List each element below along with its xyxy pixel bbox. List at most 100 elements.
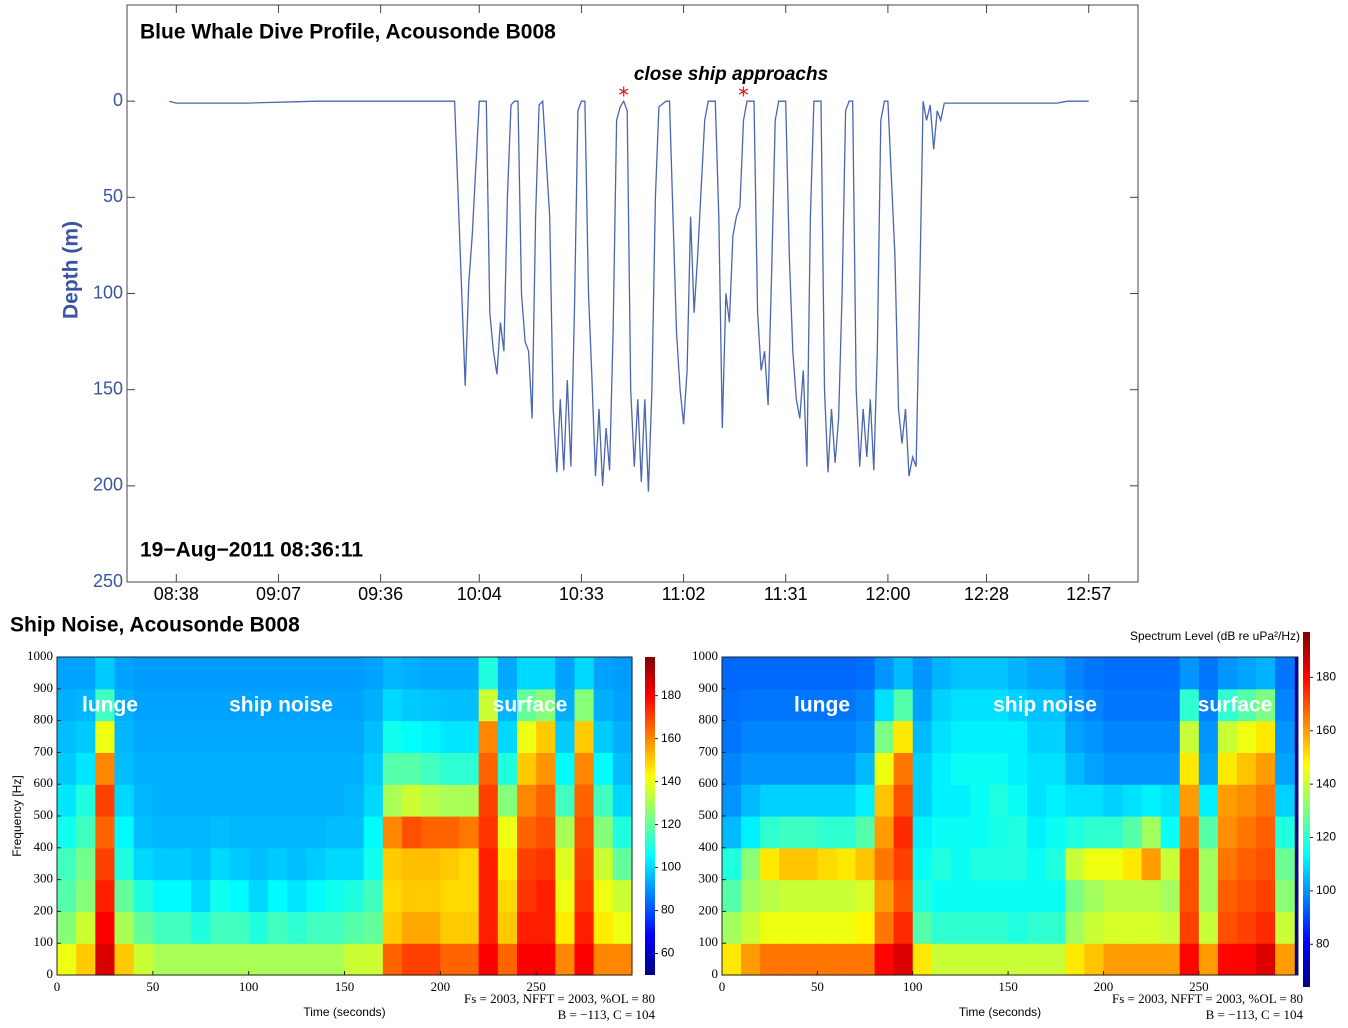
heat-cell <box>760 657 780 690</box>
y-tick-label: 100 <box>93 282 123 302</box>
heat-cell <box>893 720 914 753</box>
heat-cell <box>893 943 914 976</box>
heat-cell <box>1008 784 1028 817</box>
heat-cell <box>817 720 838 753</box>
x-tick-label: 10:33 <box>559 584 604 604</box>
heat-cell <box>95 720 116 753</box>
heat-cell <box>459 752 480 785</box>
heat-cell <box>248 816 269 849</box>
heat-cell <box>969 657 990 690</box>
heat-cell <box>248 720 269 753</box>
heat-cell <box>229 720 250 753</box>
heat-cell <box>114 879 135 912</box>
heat-cell <box>210 879 231 912</box>
heat-cell <box>760 879 780 912</box>
heat-cell <box>478 688 499 722</box>
heat-cell <box>612 879 633 912</box>
y-tick-label: 100 <box>34 934 54 949</box>
heat-cell <box>1122 688 1143 722</box>
heat-cell <box>950 943 971 976</box>
y-tick-label: 200 <box>699 902 719 917</box>
heat-cell <box>931 911 952 944</box>
heat-cell <box>172 688 192 722</box>
heat-cell <box>363 943 384 976</box>
heat-cell <box>229 784 250 817</box>
heat-cell <box>593 784 614 817</box>
heat-cell <box>440 847 461 881</box>
heat-cell <box>459 657 480 690</box>
heat-cell <box>855 720 876 753</box>
heat-cell <box>574 657 595 690</box>
heat-cell <box>836 943 857 976</box>
heat-cell <box>1141 943 1162 976</box>
heat-cell <box>57 911 77 944</box>
heat-cell <box>478 911 499 944</box>
heat-cell <box>874 657 895 690</box>
heat-cell <box>612 911 633 944</box>
heat-cell <box>1084 720 1105 753</box>
heat-cell <box>57 847 77 881</box>
heat-cell <box>1122 752 1143 785</box>
heat-cell <box>210 911 231 944</box>
y-tick-label: 900 <box>699 680 719 695</box>
heat-cell <box>57 720 77 753</box>
note: Fs = 2003, NFFT = 2003, %OL = 80 <box>1112 991 1303 1006</box>
y-axis-label: Frequency [Hz] <box>10 775 24 856</box>
heat-cell <box>287 816 307 849</box>
heat-cell <box>229 879 250 912</box>
heat-cell <box>382 657 403 690</box>
heat-cell <box>363 720 384 753</box>
heat-cell <box>229 752 250 785</box>
heat-cell <box>1179 720 1200 753</box>
heat-cell <box>1065 943 1085 976</box>
heat-cell <box>1065 657 1085 690</box>
heat-cell <box>1141 720 1162 753</box>
heat-cell <box>248 688 269 722</box>
heat-cell <box>760 752 780 785</box>
heat-cell <box>1160 847 1181 881</box>
heat-cell <box>287 943 307 976</box>
heat-cell <box>421 688 441 722</box>
x-tick-label: 100 <box>239 979 259 994</box>
heat-cell <box>1198 688 1219 722</box>
heat-cell <box>76 784 96 817</box>
heat-cell <box>133 943 154 976</box>
heat-cell <box>722 816 742 849</box>
heat-cell <box>306 752 326 785</box>
heat-cell <box>893 847 914 881</box>
heat-cell <box>798 657 818 690</box>
x-tick-label: 11:31 <box>764 584 808 604</box>
heat-cell <box>191 879 211 912</box>
heat-cell <box>555 847 576 881</box>
heat-cell <box>855 657 876 690</box>
heat-cell <box>440 879 461 912</box>
heat-cell <box>402 720 422 753</box>
heat-cell <box>306 816 326 849</box>
heat-cell <box>402 943 422 976</box>
heat-cell <box>1084 816 1105 849</box>
heat-cell <box>1046 688 1066 722</box>
heat-cell <box>1027 752 1047 785</box>
heat-cell <box>722 943 742 976</box>
y-tick-label: 500 <box>34 807 54 822</box>
heat-cell <box>402 657 422 690</box>
heat-cell <box>1065 911 1085 944</box>
heat-cell <box>1198 816 1219 849</box>
heat-cell <box>325 784 346 817</box>
heat-cell <box>874 688 895 722</box>
heat-cell <box>421 847 441 881</box>
heat-cell <box>382 688 403 722</box>
heat-cell <box>1027 879 1047 912</box>
x-tick-label: 250 <box>1189 979 1209 994</box>
heat-cell <box>1141 847 1162 881</box>
heat-cell <box>95 784 116 817</box>
y-tick-label: 1000 <box>692 648 718 663</box>
x-tick-label: 50 <box>146 979 159 994</box>
heat-cell <box>574 847 595 881</box>
heat-cell <box>855 943 876 976</box>
heat-cell <box>402 752 422 785</box>
heat-cell <box>1256 784 1276 817</box>
heat-cell <box>210 752 231 785</box>
heat-cell <box>57 879 77 912</box>
heat-cell <box>57 816 77 849</box>
